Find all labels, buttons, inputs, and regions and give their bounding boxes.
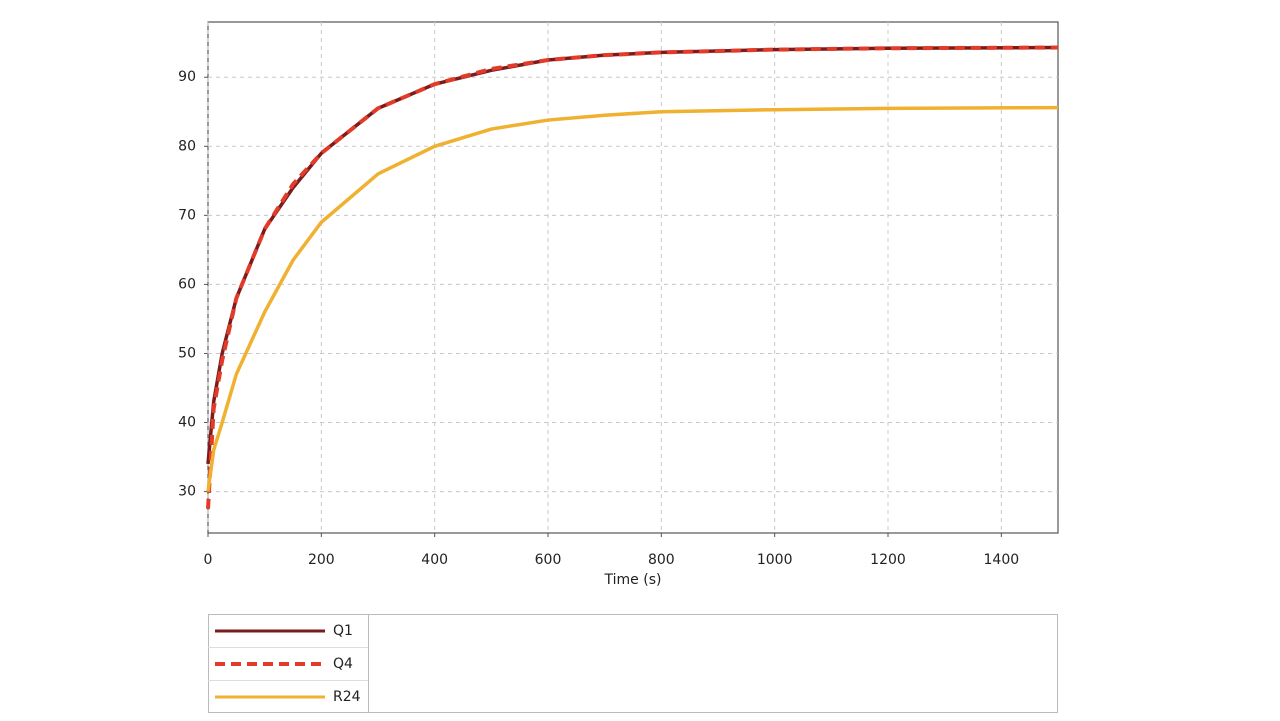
y-tick-label: 70 (178, 207, 196, 223)
y-tick-label: 50 (178, 345, 196, 361)
y-tick-label: 90 (178, 69, 196, 85)
y-tick-label: 40 (178, 415, 196, 431)
y-tick-label: 80 (178, 138, 196, 154)
legend-label: Q1 (333, 623, 353, 639)
x-tick-label: 400 (421, 552, 448, 568)
x-tick-label: 1000 (757, 552, 793, 568)
series-line (206, 105, 1059, 492)
legend-label: Q4 (333, 656, 353, 672)
x-tick-label: 1200 (870, 552, 906, 568)
plot-frame (207, 21, 1059, 534)
y-tick-label: 60 (178, 276, 196, 292)
x-tick-label: 600 (535, 552, 562, 568)
x-tick-label: 800 (648, 552, 675, 568)
x-tick-label: 1400 (984, 552, 1020, 568)
legend-label: R24 (333, 689, 361, 705)
x-tick-label: 0 (204, 552, 213, 568)
series-line (206, 45, 1059, 509)
y-tick-label: 30 (178, 484, 196, 500)
x-axis-label: Time (s) (604, 572, 662, 588)
x-tick-label: 200 (308, 552, 335, 568)
legend-box (208, 614, 1058, 713)
